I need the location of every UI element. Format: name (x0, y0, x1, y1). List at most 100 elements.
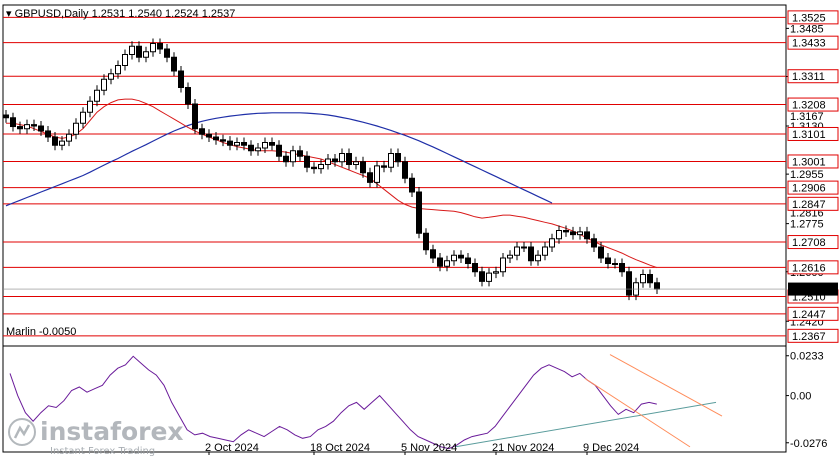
candle-body (66, 133, 72, 142)
candle-body (304, 155, 310, 168)
candle-body (150, 43, 156, 53)
candle-body (24, 124, 30, 130)
candle-body (220, 139, 226, 142)
candle-body (52, 136, 58, 146)
candle-body (262, 142, 268, 149)
candle-body (577, 231, 583, 236)
candle-body (647, 274, 653, 284)
candle-body (402, 161, 408, 179)
candle-body (619, 263, 625, 273)
price-tick-label: 1.3485 (790, 23, 824, 35)
candle-body (17, 126, 23, 130)
candle-body (129, 45, 135, 55)
candle-body (185, 87, 191, 105)
candle-body (346, 153, 352, 165)
candle-body (591, 238, 597, 248)
candle-body (395, 153, 401, 163)
level-label-box (787, 10, 839, 25)
candle-body (80, 111, 86, 124)
x-tick-label: 2 Oct 2024 (205, 442, 259, 454)
candle-body (493, 271, 499, 274)
candle-body (528, 246, 534, 262)
candle-body (206, 133, 212, 138)
level-label: 1.2906 (792, 183, 826, 195)
candle-body (213, 136, 219, 141)
level-label: 1.3101 (792, 129, 826, 141)
price-panel: 1.34851.33101.31301.29551.27751.26001.24… (2, 4, 839, 347)
candle-body (416, 191, 422, 234)
candle-body (339, 153, 345, 163)
marlin-frame (2, 345, 787, 453)
level-label-box (787, 235, 839, 250)
candle-body (192, 103, 198, 130)
level-label-box (787, 260, 839, 275)
candle-body (409, 177, 415, 193)
level-label: 1.2616 (792, 262, 826, 274)
candle-body (108, 73, 114, 80)
logo-mark (13, 424, 31, 439)
candle-body (500, 257, 506, 273)
price-tick-label: 1.3167 (790, 111, 824, 123)
current-price-box (788, 282, 838, 296)
current-price-label: 1.2537 (792, 284, 826, 296)
marlin-tick-label: -0.0276 (790, 438, 827, 450)
level-label: 1.2847 (792, 199, 826, 211)
candle-body (654, 282, 660, 290)
candle-body (430, 249, 436, 259)
x-tick-label: 5 Nov 2024 (401, 442, 457, 454)
candle-body (143, 51, 149, 58)
ma-blue-line (5, 112, 553, 207)
candle-body (248, 144, 254, 152)
candle-body (122, 54, 128, 66)
marlin-line (9, 355, 657, 450)
candle-body (38, 125, 44, 132)
candle-body (374, 165, 380, 183)
level-label: 1.3433 (792, 38, 826, 50)
candle-body (584, 231, 590, 240)
candle-body (332, 158, 338, 163)
candle-body (311, 166, 317, 170)
candle-body (171, 56, 177, 72)
candle-body (388, 153, 394, 168)
candle-body (178, 70, 184, 88)
candle-body (290, 150, 296, 163)
candle-body (437, 257, 443, 267)
candle-body (507, 254, 513, 259)
candle-body (3, 114, 9, 119)
level-label: 1.2708 (792, 237, 826, 249)
candle-body (10, 117, 16, 128)
level-label-box (787, 180, 839, 195)
candle-body (486, 272, 492, 282)
candle-body (381, 165, 387, 168)
candle-body (87, 100, 93, 113)
level-label-box (787, 69, 839, 84)
candle-body (241, 142, 247, 146)
candle-body (59, 140, 65, 146)
x-tick-label: 21 Nov 2024 (492, 442, 554, 454)
candle-body (353, 161, 359, 165)
x-tick-label: 18 Oct 2024 (310, 442, 370, 454)
candle-body (73, 122, 79, 135)
candle-body (45, 130, 51, 138)
level-label: 1.3208 (792, 100, 826, 112)
level-label: 1.3525 (792, 12, 826, 24)
candle-body (234, 142, 240, 146)
candle-body (115, 65, 121, 75)
level-label-box (787, 306, 839, 321)
candle-body (465, 257, 471, 264)
candle-body (458, 254, 464, 259)
level-label-box (787, 154, 839, 169)
candle-body (626, 271, 632, 296)
channel-line-lower (584, 378, 691, 448)
level-label-box (787, 328, 839, 343)
candle-body (227, 140, 233, 146)
candle-body (276, 144, 282, 157)
candle-body (612, 263, 618, 265)
candle-body (605, 257, 611, 264)
watermark-brand: instaforex (40, 417, 184, 446)
marlin-tick-label: 0.00 (790, 391, 811, 403)
level-label: 1.3311 (792, 71, 825, 83)
candle-body (549, 238, 555, 248)
price-tick-label: 1.2775 (790, 219, 824, 231)
